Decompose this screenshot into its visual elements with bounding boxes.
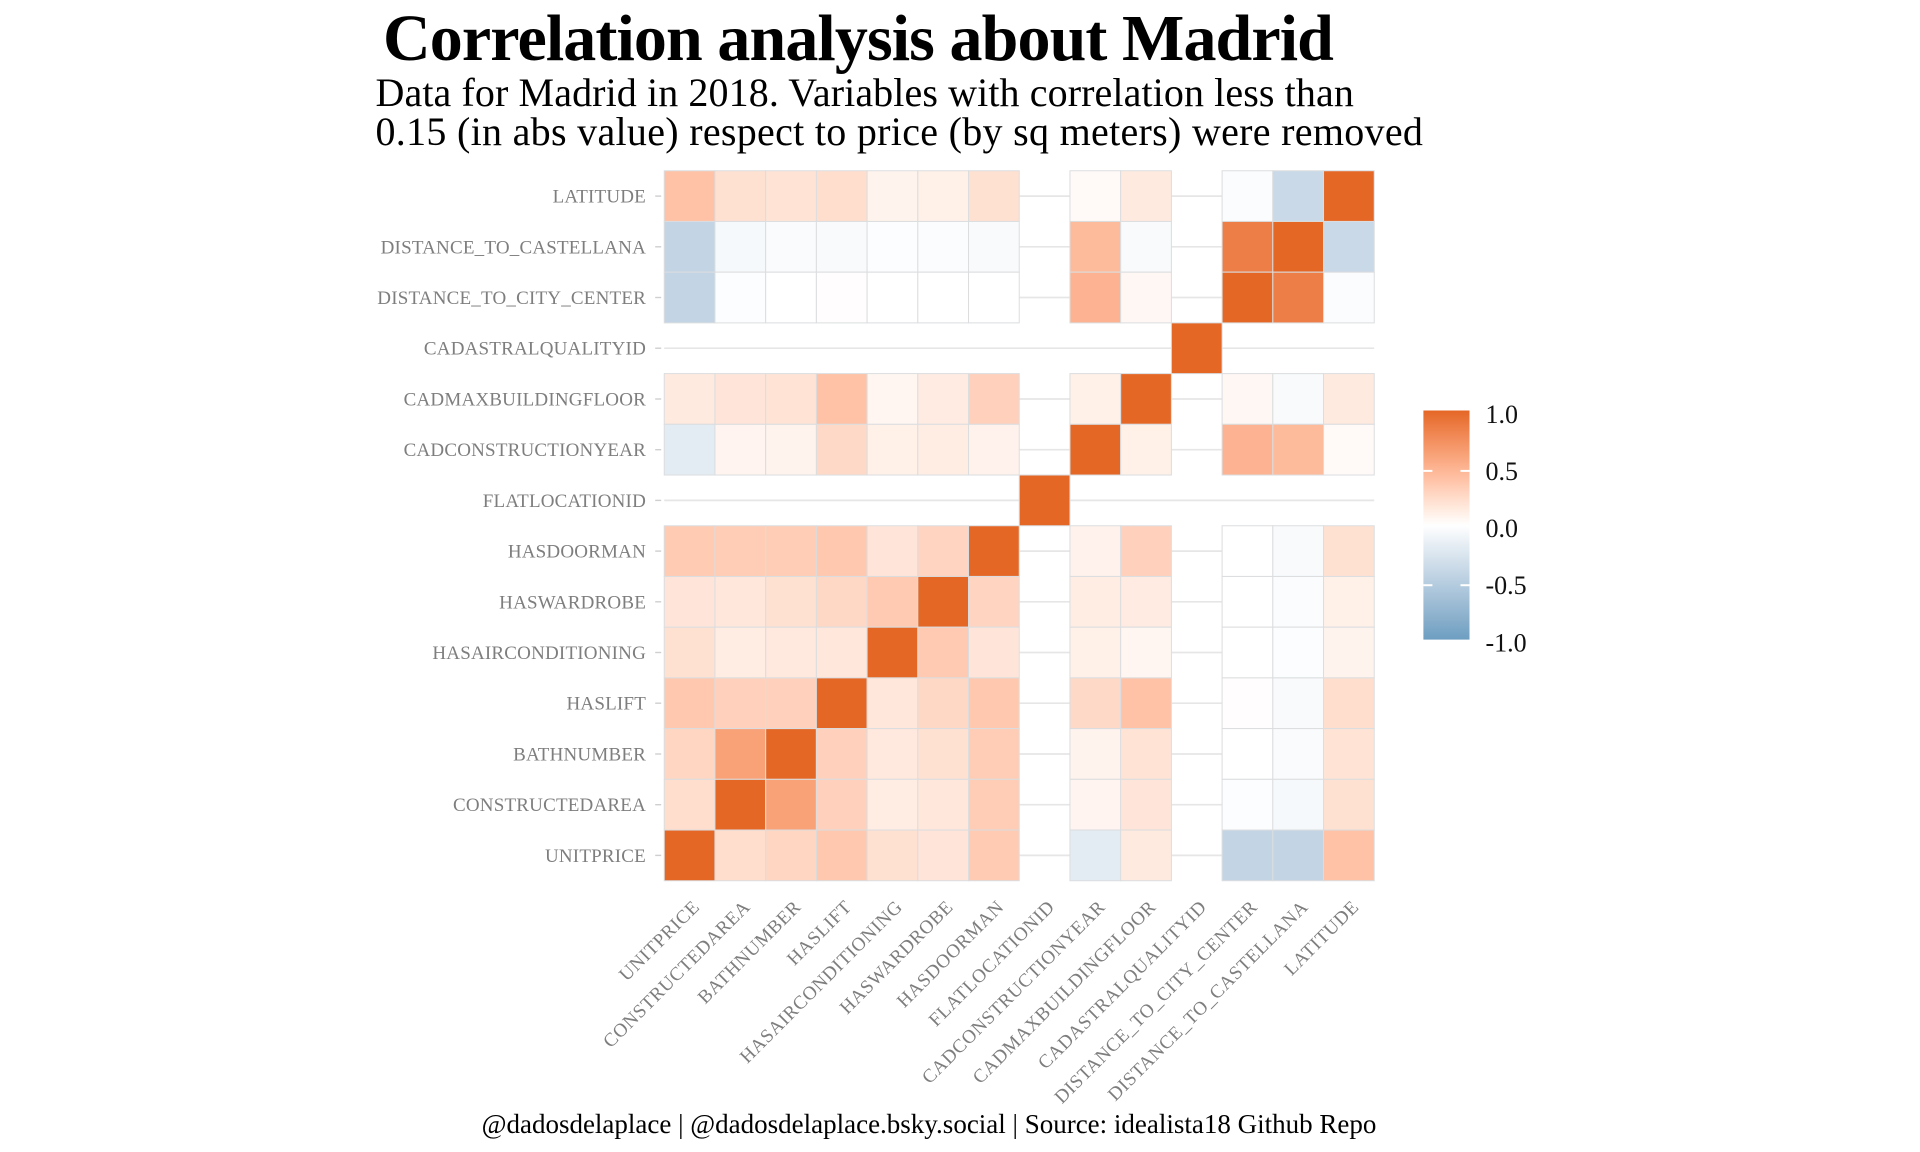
svg-text:Correlation analysis about Mad: Correlation analysis about Madrid xyxy=(383,2,1333,75)
svg-text:FLATLOCATIONID: FLATLOCATIONID xyxy=(483,491,646,512)
svg-text:CONSTRUCTEDAREA: CONSTRUCTEDAREA xyxy=(453,795,646,816)
svg-text:HASLIFT: HASLIFT xyxy=(566,694,646,715)
svg-text:-0.5: -0.5 xyxy=(1486,571,1527,600)
svg-text:CADMAXBUILDINGFLOOR: CADMAXBUILDINGFLOOR xyxy=(404,390,646,411)
svg-text:CADCONSTRUCTIONYEAR: CADCONSTRUCTIONYEAR xyxy=(404,440,646,461)
svg-text:0.15 (in abs value) respect to: 0.15 (in abs value) respect to price (by… xyxy=(376,109,1424,154)
svg-text:-1.0: -1.0 xyxy=(1486,628,1527,657)
svg-text:CADASTRALQUALITYID: CADASTRALQUALITYID xyxy=(424,339,646,360)
svg-text:HASWARDROBE: HASWARDROBE xyxy=(499,592,646,613)
svg-text:BATHNUMBER: BATHNUMBER xyxy=(513,745,646,766)
svg-text:DISTANCE_TO_CASTELLANA: DISTANCE_TO_CASTELLANA xyxy=(381,237,646,258)
svg-text:1.0: 1.0 xyxy=(1486,400,1519,429)
svg-text:LATITUDE: LATITUDE xyxy=(553,187,646,208)
svg-text:HASAIRCONDITIONING: HASAIRCONDITIONING xyxy=(432,643,646,664)
svg-text:Data for Madrid in 2018. Varia: Data for Madrid in 2018. Variables with … xyxy=(376,70,1354,115)
svg-text:DISTANCE_TO_CITY_CENTER: DISTANCE_TO_CITY_CENTER xyxy=(377,288,646,309)
svg-text:HASDOORMAN: HASDOORMAN xyxy=(508,542,646,563)
svg-text:0.5: 0.5 xyxy=(1486,457,1519,486)
svg-text:@dadosdelaplace | @dadosdelapl: @dadosdelaplace | @dadosdelaplace.bsky.s… xyxy=(482,1109,1377,1139)
svg-text:UNITPRICE: UNITPRICE xyxy=(545,846,646,867)
svg-text:0.0: 0.0 xyxy=(1486,514,1519,543)
